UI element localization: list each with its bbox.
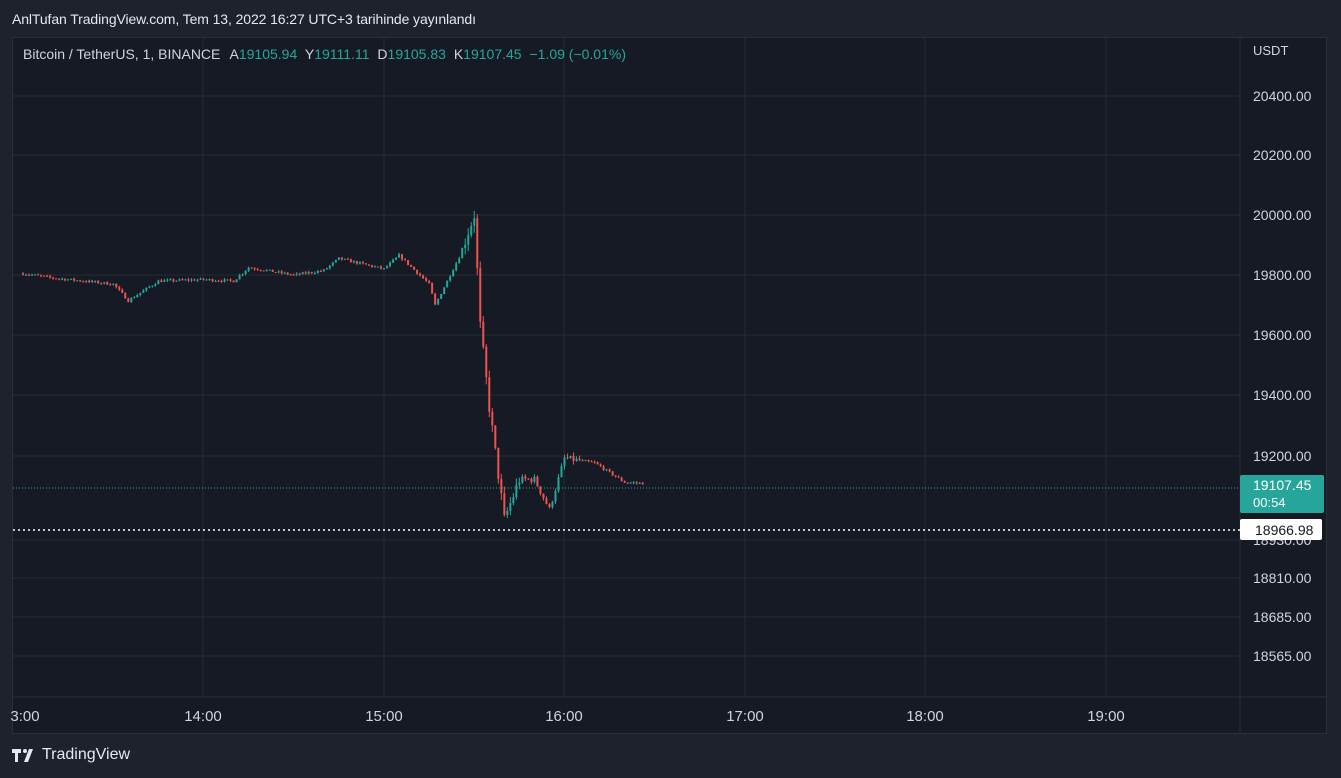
chart-legend: Bitcoin / TetherUS, 1, BINANCE A19105.94… [23, 46, 630, 62]
footer-branding[interactable]: TradingView [12, 746, 130, 764]
chart-frame [12, 37, 1327, 734]
header-bar: AnlTufan TradingView.com, Tem 13, 2022 1… [0, 0, 1341, 38]
symbol-title[interactable]: Bitcoin / TetherUS, 1, BINANCE [23, 46, 221, 62]
change-value: −1.09 (−0.01%) [529, 46, 626, 62]
tradingview-logo-icon [12, 749, 33, 762]
open-value: 19105.94 [238, 46, 298, 62]
open-label: A [229, 46, 239, 62]
publisher-line: AnlTufan TradingView.com, Tem 13, 2022 1… [12, 11, 476, 27]
low-label: D [377, 46, 388, 62]
low-value: 19105.83 [387, 46, 446, 62]
close-value: 19107.45 [463, 46, 522, 62]
close-label: K [453, 46, 464, 62]
high-value: 19111.11 [314, 46, 370, 62]
brand-name: TradingView [42, 746, 131, 763]
high-label: Y [304, 46, 315, 62]
